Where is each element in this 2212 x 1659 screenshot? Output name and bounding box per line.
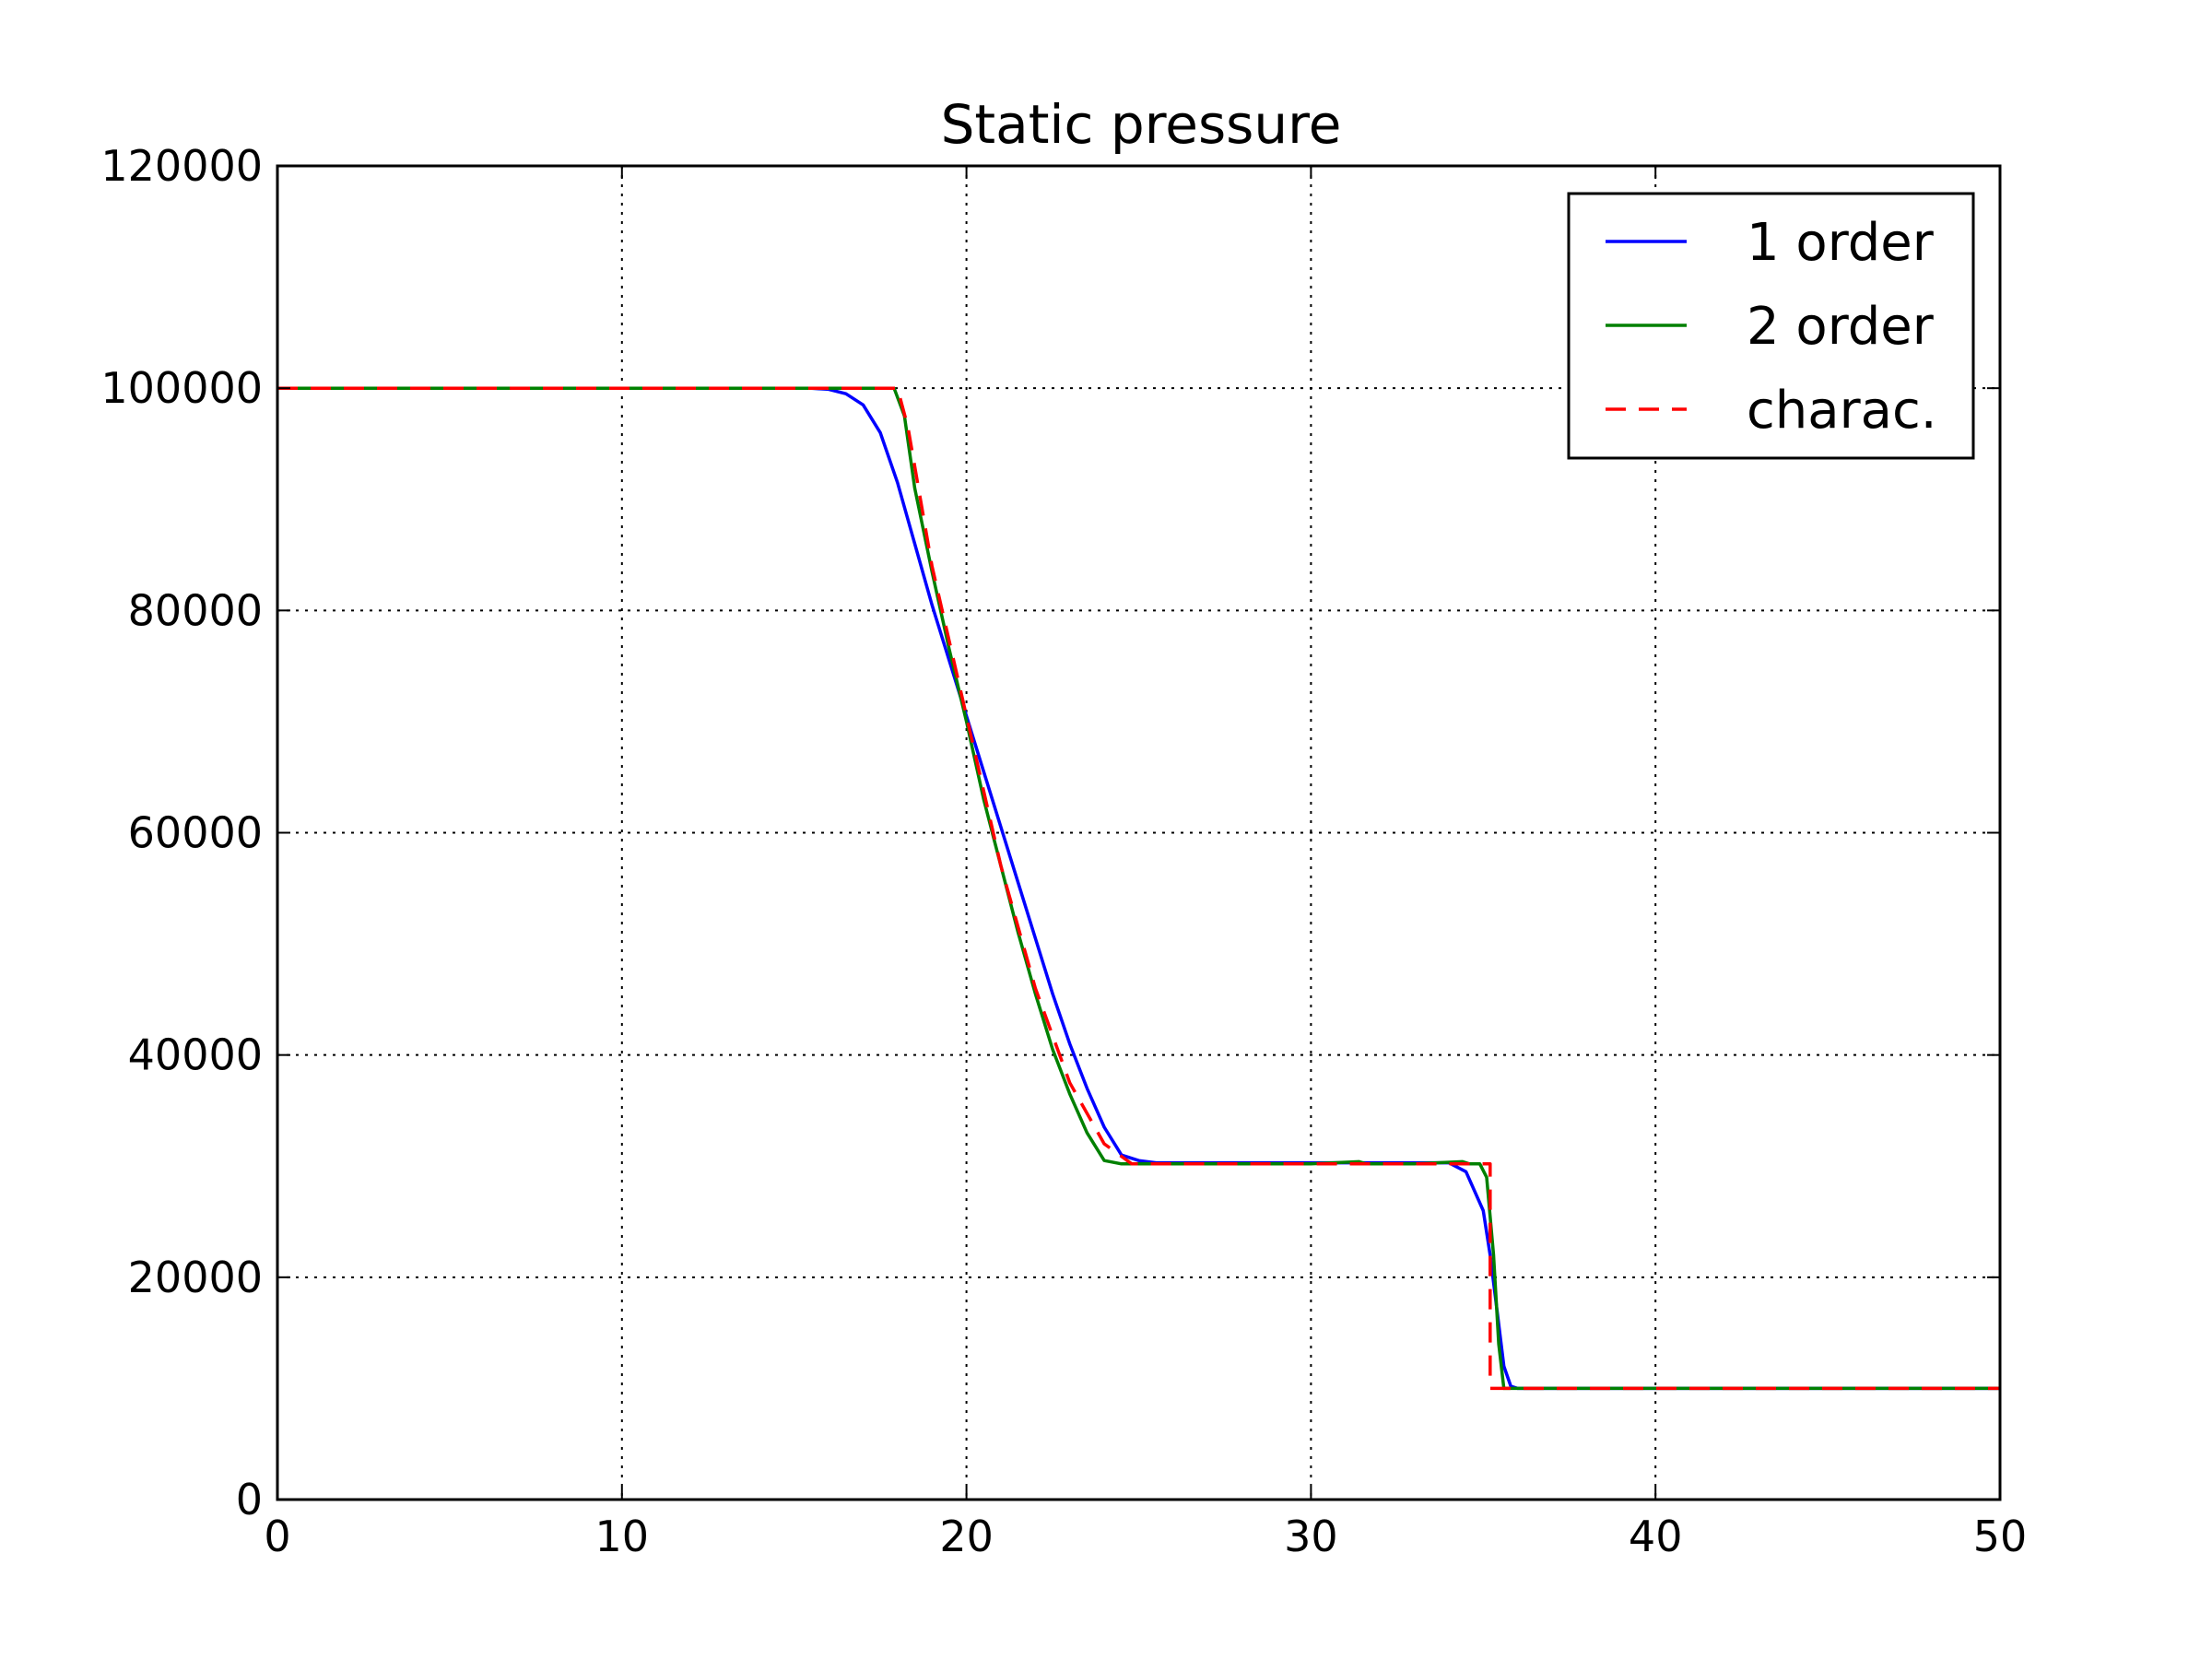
legend: 1 order 2 order charac. bbox=[1567, 192, 1975, 460]
y-tick-label: 80000 bbox=[128, 585, 263, 635]
y-tick-label: 20000 bbox=[128, 1253, 263, 1302]
y-tick-label: 40000 bbox=[128, 1030, 263, 1080]
x-tick-label: 30 bbox=[1284, 1512, 1338, 1561]
series-line-2 bbox=[277, 386, 2000, 1391]
y-tick-label: 100000 bbox=[100, 363, 263, 413]
y-tick-label: 0 bbox=[236, 1475, 263, 1524]
legend-label: charac. bbox=[1747, 381, 1937, 441]
legend-label: 2 order bbox=[1747, 297, 1935, 357]
y-tick-label: 120000 bbox=[100, 141, 263, 191]
axis-ticks: 0 10 20 30 40 50 0 20000 40000 60000 80000 100000 12… bbox=[100, 141, 2027, 1561]
x-tick-label: 10 bbox=[595, 1512, 650, 1561]
x-tick-label: 40 bbox=[1629, 1512, 1683, 1561]
plot-lines bbox=[277, 386, 2000, 1391]
x-tick-label: 50 bbox=[1973, 1512, 2028, 1561]
x-tick-label: 20 bbox=[939, 1512, 994, 1561]
chart-title: Static pressure bbox=[941, 93, 1342, 156]
x-tick-label: 0 bbox=[264, 1512, 290, 1561]
legend-label: 1 order bbox=[1747, 213, 1935, 273]
y-tick-label: 60000 bbox=[128, 808, 263, 858]
series-line-3 bbox=[277, 386, 2000, 1391]
